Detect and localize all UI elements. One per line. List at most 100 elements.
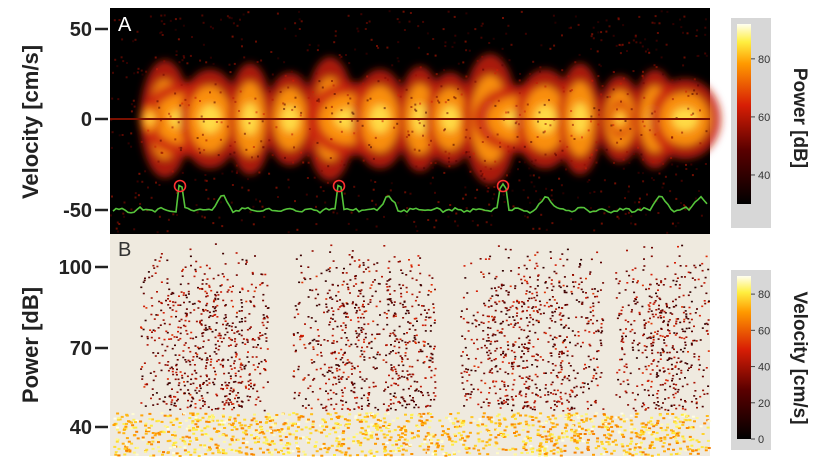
scatter-point [489,327,492,329]
scatter-point [633,446,637,449]
scatter-point [314,429,318,432]
scatter-point [222,337,225,340]
speckle [544,123,547,125]
scatter-point [561,439,565,442]
scatter-point [499,388,502,390]
scatter-point [234,420,237,423]
scatter-point [146,337,149,340]
speckle [410,96,413,99]
scatter-point [338,450,342,453]
scatter-point [601,330,604,332]
scatter-point [525,317,528,319]
scatter-point [634,409,637,412]
scatter-point [555,375,558,377]
scatter-point [160,369,163,372]
scatter-point [498,425,501,427]
scatter-point [675,280,678,283]
scatter-point [684,276,686,278]
scatter-point [429,434,433,437]
scatter-point [385,442,389,444]
scatter-point [191,303,194,305]
scatter-point [478,452,482,455]
scatter-point [652,344,654,347]
speckle [231,170,234,173]
scatter-point [310,413,314,416]
speckle [683,204,685,207]
scatter-point [545,451,549,454]
scatter-point [346,437,350,440]
scatter-point [116,452,120,455]
scatter-point [463,265,466,267]
scatter-point [266,315,268,318]
scatter-point [373,263,376,266]
speckle [287,231,290,234]
scatter-point [374,442,377,445]
scatter-point [349,279,352,281]
scatter-point [405,347,408,350]
scatter-point [181,439,185,442]
scatter-point [224,320,227,322]
scatter-point [488,371,491,373]
scatter-point [395,443,399,446]
scatter-point [527,437,531,440]
scatter-point [240,406,243,408]
scatter-point [518,301,521,303]
scatter-point [389,332,392,335]
scatter-point [178,426,182,429]
scatter-point [288,433,292,436]
scatter-point [117,454,121,457]
speckle [219,201,222,204]
scatter-point [236,331,239,333]
scatter-point [674,365,677,367]
scatter-point [247,388,250,390]
scatter-point [320,351,322,354]
scatter-point [617,430,621,433]
scatter-point [330,352,333,355]
scatter-point [424,435,428,438]
speckle [568,27,571,29]
scatter-point [580,435,584,438]
scatter-point [201,335,204,337]
speckle [583,163,586,166]
speckle [277,57,280,60]
scatter-point [631,269,634,271]
colorbar-a-label: Power [dB] [789,68,810,168]
scatter-point [239,291,241,293]
scatter-point [682,437,686,440]
scatter-point [537,354,539,356]
scatter-point [158,398,161,400]
scatter-point [645,428,649,431]
scatter-point [238,446,242,449]
scatter-point [512,368,515,370]
scatter-point [326,448,330,451]
scatter-point [255,346,258,349]
scatter-point [504,371,507,374]
scatter-point [301,281,304,284]
scatter-point [488,349,491,352]
scatter-point [183,392,186,395]
scatter-point [401,370,404,372]
scatter-point [560,350,563,353]
scatter-point [224,263,227,265]
scatter-point [630,423,634,426]
speckle [294,34,297,37]
speckle [630,215,633,218]
scatter-point [693,356,696,358]
scatter-point [259,400,262,402]
speckle [410,106,413,108]
speckle [630,222,633,225]
scatter-point [200,313,203,315]
scatter-point [171,370,174,373]
scatter-point [489,434,493,436]
scatter-point [249,300,252,302]
speckle [201,215,204,218]
scatter-point [307,296,310,298]
scatter-point [288,413,292,416]
scatter-point [144,405,147,407]
scatter-point [651,246,653,249]
scatter-point [428,435,432,438]
scatter-point [657,405,660,407]
scatter-point [236,414,240,417]
scatter-point [554,321,557,323]
scatter-point [572,369,575,372]
